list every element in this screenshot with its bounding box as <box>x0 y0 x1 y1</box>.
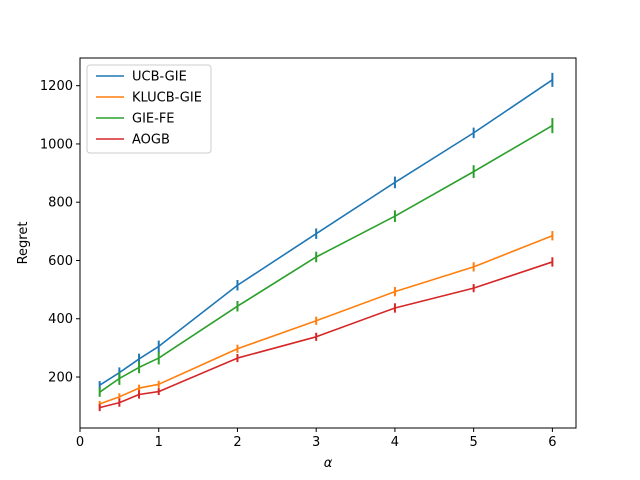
x-tick-label: 2 <box>233 435 241 450</box>
y-tick-label: 200 <box>48 371 73 386</box>
legend-label: GIE-FE <box>132 112 175 127</box>
y-axis-ticks: 200 400 600 800 1000 1200 <box>40 79 80 386</box>
x-tick-label: 1 <box>155 435 163 450</box>
plot-frame <box>79 57 577 429</box>
y-tick-label: 1000 <box>40 137 73 152</box>
y-tick-label: 1200 <box>40 79 73 94</box>
legend-box <box>86 64 212 154</box>
x-tick-label: 3 <box>312 435 320 450</box>
series-klucb-gie <box>98 231 554 407</box>
series-line <box>99 124 553 393</box>
series-aogb <box>98 257 554 412</box>
series-gie-fe <box>98 118 554 397</box>
legend-label: KLUCB-GIE <box>132 91 202 106</box>
series-line <box>99 261 553 409</box>
x-tick-label: 4 <box>391 435 399 450</box>
legend: UCB-GIE KLUCB-GIE GIE-FE AOGB <box>86 64 212 154</box>
y-tick-label: 600 <box>48 254 73 269</box>
y-axis-label: Regret <box>16 222 31 265</box>
x-axis-ticks: 0 1 2 3 4 5 6 <box>76 428 557 450</box>
x-tick-label: 0 <box>76 435 84 450</box>
y-tick-label: 800 <box>48 196 73 211</box>
x-tick-label: 5 <box>470 435 478 450</box>
x-tick-label: 6 <box>548 435 556 450</box>
legend-items: UCB-GIE KLUCB-GIE GIE-FE AOGB <box>96 70 202 148</box>
y-tick-label: 400 <box>48 312 73 327</box>
series-layer <box>98 72 554 412</box>
series-line <box>99 234 553 405</box>
x-axis-label: α <box>324 456 333 471</box>
legend-label: UCB-GIE <box>132 70 187 85</box>
legend-label: AOGB <box>132 133 170 148</box>
